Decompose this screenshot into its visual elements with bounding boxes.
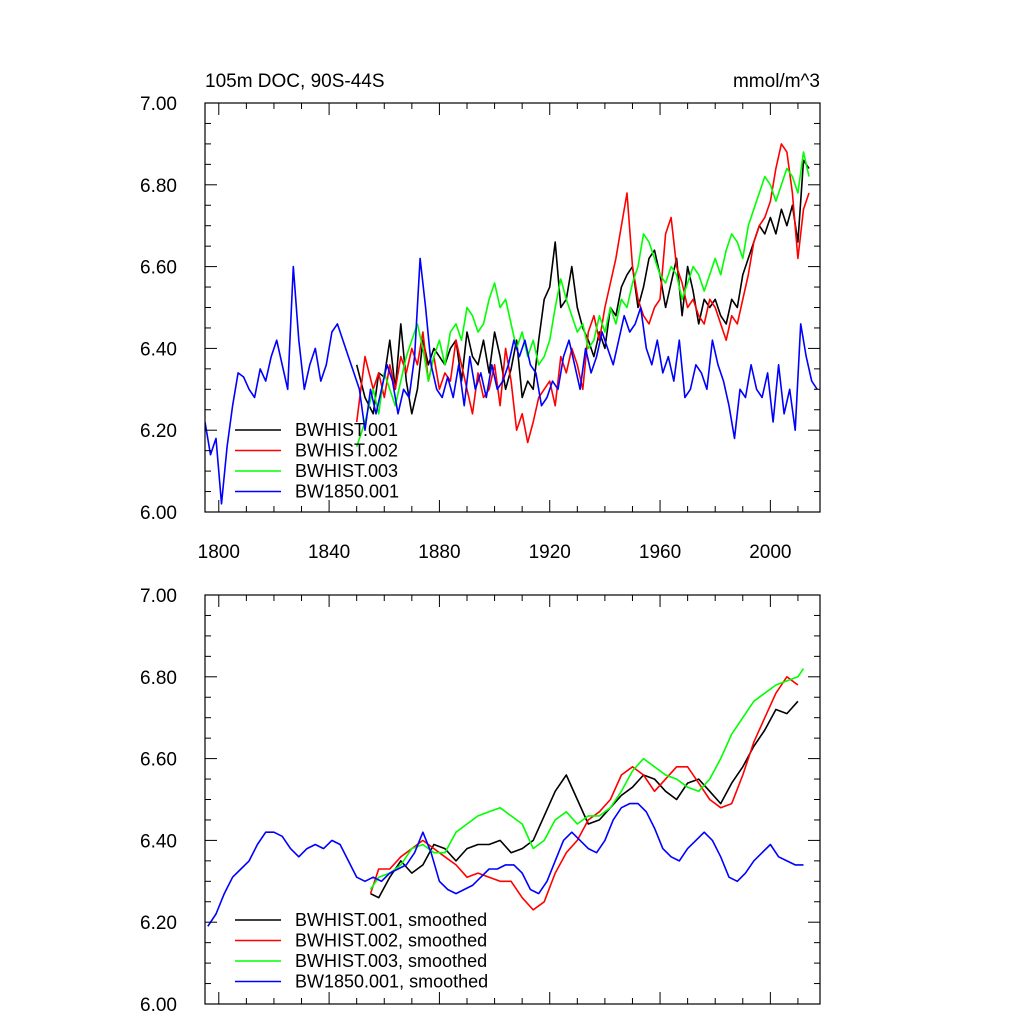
legend-label: BWHIST.001, smoothed (295, 910, 487, 930)
legend-label: BWHIST.003, smoothed (295, 951, 487, 971)
x-tick-label: 1920 (529, 542, 571, 563)
series-lines (205, 143, 818, 505)
bottom-panel: 6.00 6.20 6.40 6.60 6.80 7.00 BWHIST.001, smoo… (140, 586, 821, 1016)
y-tick-label: 7.00 (140, 94, 177, 115)
y-tick-label: 6.40 (140, 831, 177, 852)
series-line-1 (369, 675, 799, 911)
legend-label: BWHIST.003 (295, 461, 398, 481)
legend-label: BWHIST.001 (295, 420, 398, 440)
y-tick-label: 6.60 (140, 750, 177, 771)
legend-label: BWHIST.002, smoothed (295, 931, 487, 951)
series-line-2 (369, 668, 805, 890)
y-tick-label: 6.00 (140, 503, 177, 524)
x-tick-label: 1880 (418, 542, 460, 563)
y-tick-label: 6.40 (140, 339, 177, 360)
x-tick-label: 1840 (308, 542, 350, 563)
chart-title: 105m DOC, 90S-44S (205, 71, 385, 92)
legend-label: BWHIST.002 (295, 441, 398, 461)
y-tick-label: 6.20 (140, 913, 177, 934)
top-panel: 6.00 6.20 6.40 6.60 6.80 7.00 1800 1840 1880 1920… (140, 71, 821, 563)
series-line-0 (355, 159, 810, 415)
series-line-3 (205, 257, 818, 505)
y-tick-label: 6.00 (140, 995, 177, 1016)
chart-units: mmol/m^3 (733, 71, 820, 92)
y-tick-label: 6.60 (140, 258, 177, 279)
x-tick-label: 1960 (639, 542, 681, 563)
series-line-1 (355, 143, 810, 444)
legend-label: BW1850.001 (295, 482, 399, 502)
legend-label: BW1850.001, smoothed (295, 972, 488, 992)
series-lines (207, 668, 805, 927)
y-tick-label: 6.80 (140, 668, 177, 689)
x-tick-label: 2000 (749, 542, 791, 563)
series-line-0 (370, 700, 799, 899)
y-tick-label: 7.00 (140, 586, 177, 607)
series-line-2 (355, 151, 810, 447)
series-line-3 (207, 802, 804, 927)
x-tick-label: 1800 (198, 542, 240, 563)
y-tick-label: 6.20 (140, 421, 177, 442)
y-tick-label: 6.80 (140, 176, 177, 197)
